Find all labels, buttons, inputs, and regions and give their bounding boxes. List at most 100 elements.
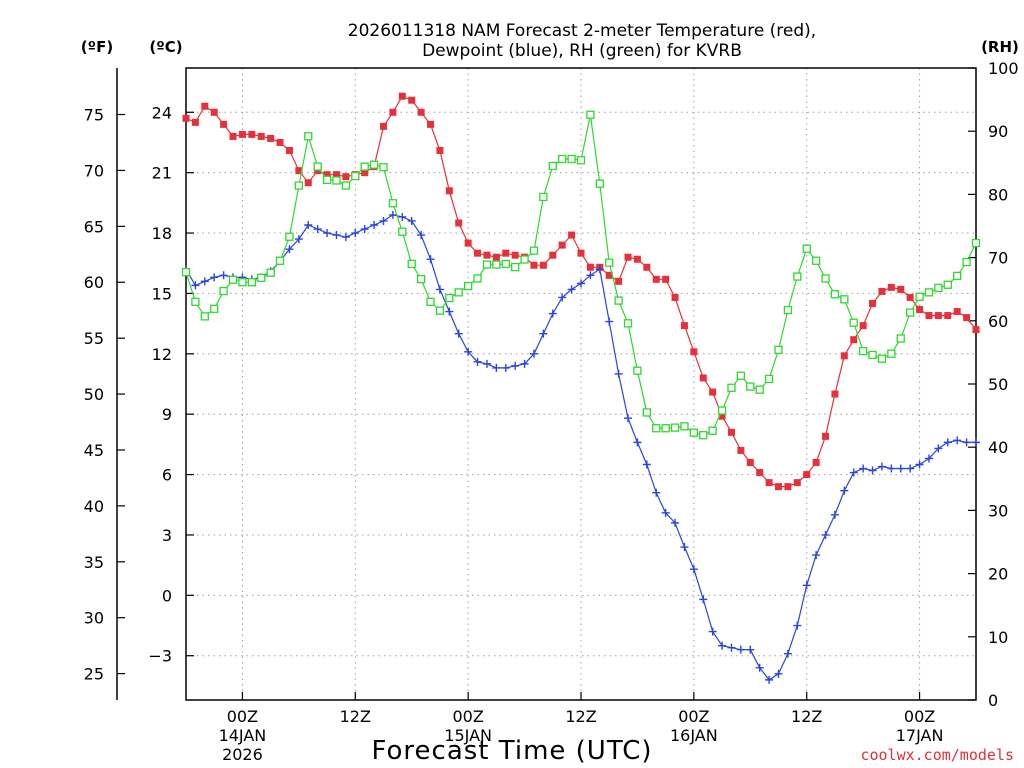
dewpoint-point: [652, 488, 661, 497]
temperature-point: [361, 169, 369, 177]
dewpoint-point: [765, 675, 774, 684]
rh-point: [802, 244, 811, 253]
dewpoint-point: [802, 581, 811, 590]
temperature-point: [906, 293, 914, 301]
dewpoint-point: [868, 466, 877, 475]
temperature-point: [859, 322, 867, 330]
dewpoint-series: [182, 210, 980, 684]
dewpoint-point: [191, 281, 200, 290]
temperature-point: [427, 120, 435, 128]
temperature-point: [285, 147, 293, 155]
fahrenheit-tick-label: 75: [84, 106, 104, 125]
temperature-point: [775, 483, 782, 491]
temperature-point: [662, 275, 670, 283]
temperature-point: [389, 108, 397, 116]
dewpoint-point: [548, 309, 557, 318]
dewpoint-point: [586, 271, 595, 280]
fahrenheit-tick-label: 35: [84, 553, 104, 572]
dewpoint-point: [511, 361, 520, 370]
rh-point: [877, 354, 887, 363]
rh-point: [511, 262, 520, 272]
temperature-point: [878, 287, 886, 295]
rh-point: [755, 385, 764, 394]
celsius-axis-ticks: 24 21 18 15 12 9 6 3 0 −3: [148, 103, 194, 666]
rh-point: [783, 305, 793, 315]
temperature-point: [210, 108, 218, 116]
rh-point: [887, 349, 896, 358]
dewpoint-point: [464, 347, 473, 356]
temperature-point: [671, 293, 679, 301]
celsius-tick-label: 21: [152, 164, 172, 183]
x-tick-time-label: 00Z: [904, 707, 935, 726]
rh-point: [482, 260, 492, 269]
dewpoint-point: [445, 307, 454, 316]
rh-point: [915, 292, 924, 301]
temperature-point: [718, 412, 726, 420]
temperature-point: [257, 132, 265, 140]
rh-point: [576, 156, 586, 165]
temperature-point: [709, 388, 717, 396]
rh-point: [962, 257, 971, 267]
dewpoint-point: [210, 273, 219, 282]
rh-point: [849, 318, 858, 327]
temperature-point: [408, 96, 416, 104]
x-axis-label: Forecast Time (UTC): [371, 736, 652, 766]
rh-point: [520, 255, 529, 264]
rh-point: [388, 199, 398, 208]
x-tick-date-label: 17JAN: [896, 726, 944, 745]
rh-point: [633, 366, 642, 375]
temperature-point: [436, 147, 444, 155]
rh-point: [661, 424, 670, 433]
dewpoint-point: [972, 438, 980, 447]
dewpoint-point: [294, 235, 303, 244]
rh-point: [332, 176, 341, 185]
rh-point: [210, 304, 219, 313]
rh-point: [774, 345, 783, 355]
dewpoint-point: [943, 438, 952, 447]
rh-point: [539, 192, 548, 202]
dewpoint-point: [595, 265, 604, 274]
dewpoint-point: [812, 551, 821, 560]
rh-point: [351, 171, 360, 181]
temperature-point: [380, 122, 387, 130]
rh-tick-label: 30: [988, 501, 1008, 520]
rh-point: [821, 274, 830, 283]
dewpoint-point: [633, 438, 642, 447]
dewpoint-point: [520, 359, 529, 368]
temperature-point: [502, 249, 510, 257]
fahrenheit-tick-label: 45: [84, 441, 104, 460]
dewpoint-point: [285, 245, 294, 254]
rh-point: [379, 163, 388, 172]
rh-point: [953, 271, 962, 281]
dewpoint-point: [718, 641, 727, 650]
rh-point: [407, 259, 416, 269]
dewpoint-point: [417, 231, 426, 240]
temperature-point: [850, 336, 858, 344]
dewpoint-point: [953, 436, 962, 445]
dewpoint-point: [755, 663, 764, 672]
dewpoint-point: [529, 349, 538, 358]
rh-point: [313, 162, 322, 171]
rh-tick-label: 40: [988, 438, 1008, 457]
dewpoint-point: [924, 454, 933, 463]
temperature-point: [530, 261, 538, 269]
celsius-tick-label: −3: [148, 647, 172, 666]
rh-point: [191, 297, 200, 306]
fahrenheit-tick-label: 55: [84, 329, 104, 348]
temperature-point: [248, 130, 256, 138]
dewpoint-point: [708, 627, 717, 636]
dewpoint-point: [830, 510, 839, 519]
temperature-point: [323, 171, 331, 179]
temperature-point: [784, 483, 792, 491]
dewpoint-point: [577, 279, 585, 288]
temperature-point: [229, 132, 237, 140]
fahrenheit-tick-label: 25: [84, 665, 104, 684]
rh-point: [586, 110, 595, 119]
rh-point: [257, 273, 266, 282]
fahrenheit-unit-label: (ºF): [81, 38, 113, 56]
rh-point: [445, 293, 454, 303]
rh-point: [529, 246, 539, 255]
rh-point: [238, 278, 247, 287]
temperature-point: [511, 251, 519, 259]
celsius-tick-label: 9: [162, 405, 172, 424]
